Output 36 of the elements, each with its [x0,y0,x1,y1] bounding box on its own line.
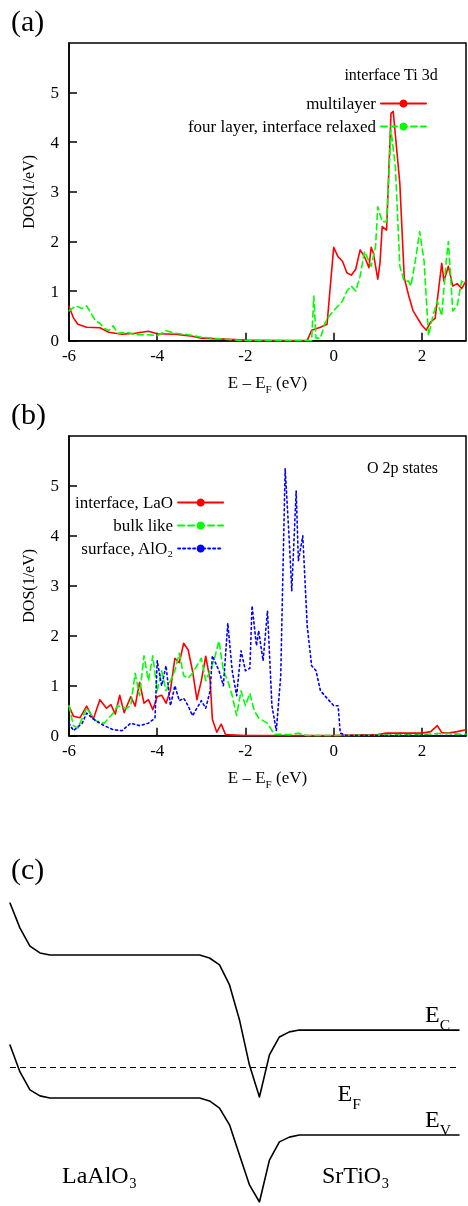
legend-label: multilayer [306,94,377,113]
chart-title: (c) [11,851,45,886]
legend-label: four layer, interface relaxed [187,117,377,136]
x-tick-label: -4 [150,345,165,365]
legend-label: bulk like [113,516,174,535]
y-tick-label: 2 [50,626,59,646]
x-tick-label: -2 [238,345,253,365]
y-tick-label: 1 [50,281,59,301]
y-tick-label: 1 [50,676,59,696]
y-tick-label: 4 [50,132,60,152]
x-tick-label: -6 [61,345,77,365]
y-axis-title: DOS(1/eV) [19,154,38,229]
x-tick-label: 2 [417,345,427,365]
y-tick-label: 3 [50,576,59,596]
annotation: interface Ti 3d [344,65,438,83]
legend-label: surface, AlO₂ [81,539,174,558]
y-tick-label: 5 [50,476,59,496]
y-tick-label: 0 [50,726,59,746]
chart-title: (b) [11,396,46,431]
y-tick-label: 0 [50,331,59,351]
annotation: LaAlO₃ [62,1162,138,1188]
annotation: O 2p states [366,458,439,477]
x-tick-label: 0 [329,740,338,760]
chart-title: (a) [11,3,45,38]
annotation: SrTiO₃ [322,1162,390,1188]
y-axis-title: DOS(1/eV) [19,548,38,623]
y-tick-label: 3 [50,182,59,202]
y-tick-label: 4 [50,526,60,546]
x-tick-label: -4 [150,740,165,760]
x-tick-label: -2 [238,740,253,760]
y-tick-label: 5 [50,83,59,103]
x-tick-label: 2 [417,740,427,760]
x-tick-label: -6 [61,740,77,760]
x-tick-label: 0 [329,345,338,365]
y-tick-label: 2 [50,231,59,251]
legend-label: interface, LaO [74,493,174,512]
